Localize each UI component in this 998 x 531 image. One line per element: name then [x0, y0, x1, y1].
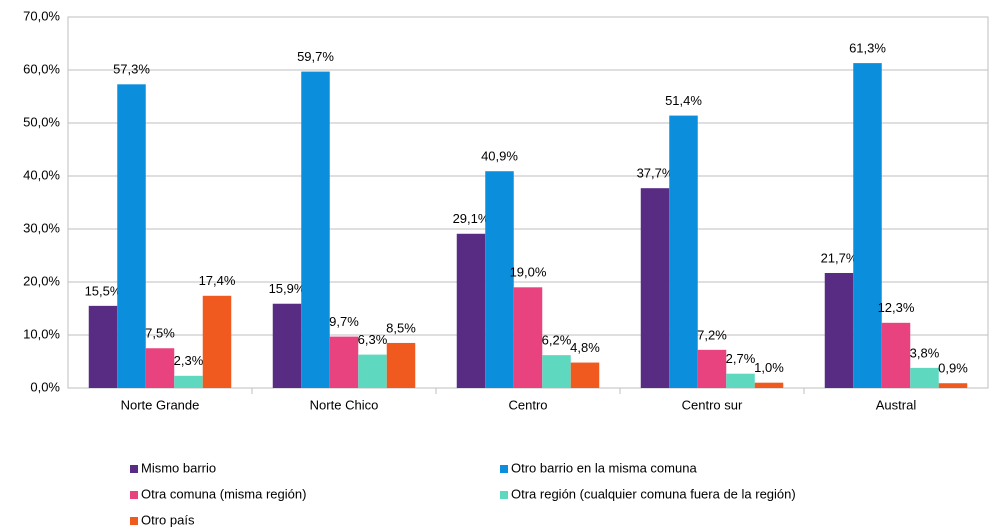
bar [386, 342, 416, 388]
data-label: 2,3% [174, 353, 204, 368]
bar [513, 287, 543, 388]
bar [88, 305, 118, 388]
data-label: 19,0% [510, 265, 547, 280]
bar [202, 295, 232, 388]
data-label: 57,3% [113, 62, 150, 77]
y-tick-label: 0,0% [30, 379, 60, 394]
bar [145, 348, 175, 388]
bar [881, 322, 911, 388]
legend-swatch [130, 491, 138, 499]
bar [542, 355, 571, 388]
legend-label: Otro barrio en la misma comuna [511, 460, 697, 475]
data-label: 7,5% [145, 326, 175, 341]
data-label: 7,2% [697, 327, 727, 342]
bar [301, 71, 330, 388]
bar [853, 63, 882, 389]
data-label: 29,1% [453, 211, 490, 226]
data-label: 59,7% [297, 49, 334, 64]
data-label: 6,3% [358, 332, 388, 347]
legend-swatch [500, 465, 508, 473]
data-label: 3,8% [910, 345, 940, 360]
data-label: 6,2% [542, 333, 572, 348]
data-label: 51,4% [665, 93, 702, 108]
legend-label: Otro país [141, 512, 195, 527]
data-label: 12,3% [878, 300, 915, 315]
data-label: 2,7% [726, 351, 756, 366]
bar [726, 373, 755, 388]
x-tick-label: Centro [508, 397, 547, 412]
data-label: 8,5% [386, 320, 416, 335]
bar [485, 171, 514, 388]
bar [570, 362, 600, 388]
x-tick-label: Norte Chico [310, 397, 379, 412]
bar [938, 383, 968, 388]
y-tick-label: 60,0% [23, 61, 60, 76]
x-tick-label: Norte Grande [121, 397, 200, 412]
data-label: 15,5% [85, 283, 122, 298]
legend-swatch [130, 517, 138, 525]
bar [174, 375, 203, 388]
y-tick-label: 10,0% [23, 326, 60, 341]
bar [456, 233, 486, 388]
legend-swatch [500, 491, 508, 499]
legend-label: Otra comuna (misma región) [141, 486, 306, 501]
bar [358, 354, 387, 388]
y-tick-label: 50,0% [23, 114, 60, 129]
bar [754, 382, 784, 388]
bar [910, 367, 939, 388]
bar [117, 84, 146, 388]
data-label: 15,9% [269, 281, 306, 296]
y-tick-label: 70,0% [23, 8, 60, 23]
data-label: 21,7% [821, 250, 858, 265]
bar [824, 272, 854, 388]
data-label: 61,3% [849, 41, 886, 56]
bar [697, 349, 727, 388]
legend-label: Otra región (cualquier comuna fuera de l… [511, 486, 796, 501]
y-tick-label: 20,0% [23, 273, 60, 288]
y-tick-label: 40,0% [23, 167, 60, 182]
data-label: 4,8% [570, 340, 600, 355]
legend-swatch [130, 465, 138, 473]
bar [329, 336, 359, 388]
x-tick-label: Centro sur [682, 397, 743, 412]
data-label: 0,9% [938, 361, 968, 376]
bar [272, 303, 302, 388]
legend-label: Mismo barrio [141, 460, 216, 475]
bar [640, 188, 670, 388]
x-tick-label: Austral [876, 397, 917, 412]
bar [669, 115, 698, 388]
data-label: 9,7% [329, 314, 359, 329]
y-tick-label: 30,0% [23, 220, 60, 235]
data-label: 40,9% [481, 149, 518, 164]
data-label: 1,0% [754, 360, 784, 375]
data-label: 37,7% [637, 166, 674, 181]
data-label: 17,4% [199, 273, 236, 288]
